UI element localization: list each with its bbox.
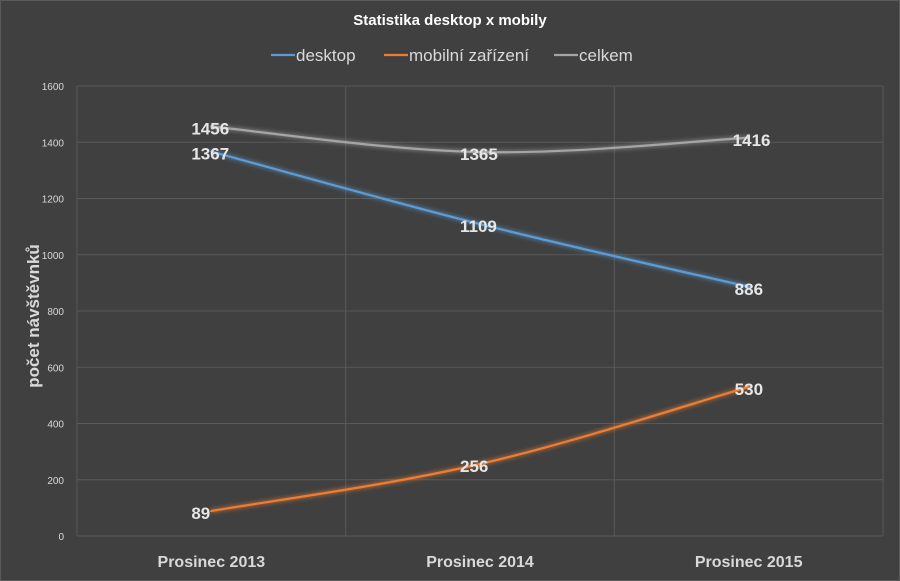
y-tick-label: 1000	[42, 251, 65, 262]
data-label-desktop: 1367	[191, 145, 229, 164]
y-axis-ticks: 0 200 400 600 800 1000 1200 1400 1600	[42, 82, 65, 543]
y-tick-label: 1600	[42, 82, 65, 93]
x-tick-label: Prosinec 2013	[158, 554, 266, 571]
data-label-mobilni-zarizeni: 256	[460, 457, 488, 476]
data-label-celkem: 1416	[733, 131, 771, 150]
series-line-mobilni-zarizeni	[210, 385, 750, 513]
data-label-celkem: 1365	[460, 145, 498, 164]
data-label-mobilni-zarizeni: 89	[191, 504, 210, 523]
y-tick-label: 0	[58, 532, 64, 543]
y-tick-label: 200	[47, 476, 64, 487]
y-tick-label: 600	[47, 363, 64, 374]
legend: desktop mobilní zařízení celkem	[271, 46, 633, 65]
chart-title: Statistika desktop x mobily	[353, 12, 547, 29]
x-tick-label: Prosinec 2015	[695, 554, 803, 571]
data-label-celkem: 1456	[191, 120, 229, 139]
y-tick-label: 400	[47, 420, 64, 431]
grid	[76, 85, 884, 537]
legend-label-celkem: celkem	[579, 46, 633, 65]
y-tick-label: 1200	[42, 195, 65, 206]
data-labels: 1367 1109 886 89 256 530 1456 1365 1416	[191, 120, 770, 523]
y-axis-label: počet návštěvnků	[24, 244, 43, 388]
y-tick-label: 800	[47, 307, 64, 318]
data-label-desktop: 886	[735, 280, 763, 299]
legend-label-desktop: desktop	[296, 46, 356, 65]
x-axis-ticks: Prosinec 2013 Prosinec 2014 Prosinec 2015	[158, 554, 803, 571]
data-label-mobilni-zarizeni: 530	[735, 380, 763, 399]
series-lines	[210, 125, 750, 513]
x-tick-label: Prosinec 2014	[426, 554, 534, 571]
legend-label-mobilni-zarizeni: mobilní zařízení	[409, 46, 529, 65]
data-label-desktop: 1109	[460, 217, 497, 236]
y-tick-label: 1400	[42, 138, 65, 149]
